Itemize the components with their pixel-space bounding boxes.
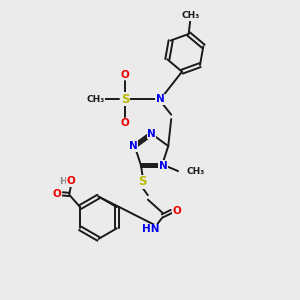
Text: HN: HN xyxy=(142,224,160,234)
Text: CH₃: CH₃ xyxy=(86,95,105,104)
Text: N: N xyxy=(129,141,138,151)
Text: CH₃: CH₃ xyxy=(186,167,205,176)
Text: O: O xyxy=(173,206,182,216)
Text: N: N xyxy=(147,129,156,139)
Text: S: S xyxy=(138,176,147,188)
Text: N: N xyxy=(156,94,165,104)
Text: O: O xyxy=(66,176,75,186)
Text: S: S xyxy=(121,93,129,106)
Text: O: O xyxy=(121,118,129,128)
Text: H: H xyxy=(58,177,66,186)
Text: CH₃: CH₃ xyxy=(181,11,199,20)
Text: N: N xyxy=(159,161,168,171)
Text: O: O xyxy=(121,70,129,80)
Text: O: O xyxy=(52,189,61,199)
